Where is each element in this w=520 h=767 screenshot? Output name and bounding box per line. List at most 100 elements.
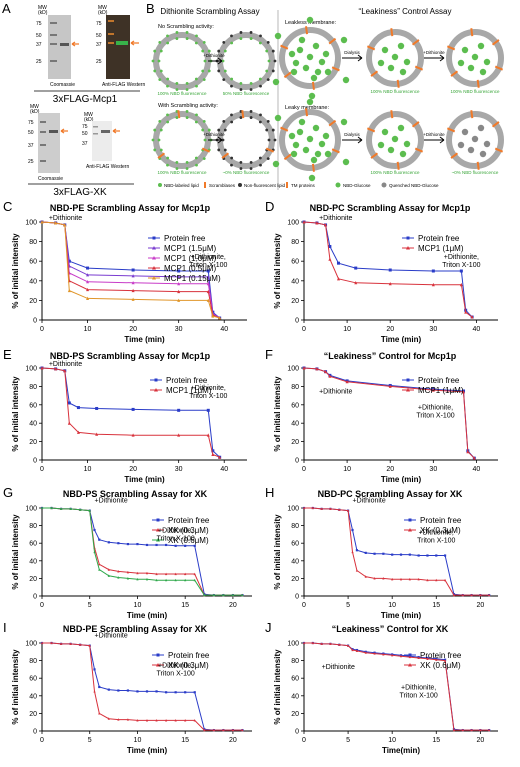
nbd-lipid [195,163,198,167]
y-tick-label: 60 [29,676,37,683]
nbd-lipid [239,37,243,40]
dithionite-label: +Dithionite [423,132,445,137]
data-point [355,549,359,552]
nbd-glucose [467,146,475,154]
arrow-right-icon [424,54,445,62]
vesicle-membrane [217,32,275,90]
legend-marker [408,528,412,532]
annotation-line: Triton X-100 [400,693,438,700]
nonfluorescent-lipid [239,167,243,170]
panel-letter-f: F [265,347,273,362]
data-point [324,223,328,227]
leaky-vesicle-3 [446,110,504,170]
nbd-glucose [471,135,479,143]
chart-plot-area: 0 20 40 60 80 100 0 10 20 30 40 Time (min) % of init… [11,215,247,344]
data-point [231,593,235,597]
chart-plot-area: 0 20 40 60 80 100 0 5 10 15 20 Time(min) % of initia… [273,641,498,755]
dithionite-label: +Dithionite [203,53,225,58]
data-point [117,542,120,545]
arrow-right-icon [342,136,363,144]
gel-band-target [49,130,58,133]
nbd-lipid [203,138,207,142]
nonfluorescent-lipid [271,49,275,53]
nbd-glucose [397,42,405,50]
gel-band [40,144,46,146]
data-point [177,281,181,286]
data-point [373,652,376,655]
annotation-triton: +Dithionite, Triton X-100 [157,528,195,543]
data-point [177,275,181,279]
nbd-glucose [471,53,479,61]
annotation-line: Triton X-100 [416,412,454,419]
data-point [63,368,67,373]
mw-tick: 25 [36,59,42,65]
data-point [126,542,130,546]
annotation-dithionite: +Dithionite [95,497,128,504]
x-tick-label: 40 [220,326,228,333]
nbd-glucose [387,146,395,154]
nbd-lipid [202,40,206,44]
arrow-right-icon [424,136,445,144]
nbd-glucose [399,150,407,158]
nbd-lipid [185,167,189,170]
nbd-lipid [194,41,198,45]
nbd-lipid [230,41,234,45]
nonfluorescent-lipid [239,161,243,164]
data-point [435,554,438,557]
nbd-lipid [166,34,169,38]
nbd-glucose [292,59,300,67]
data-point [472,456,476,460]
x-tick-label: 20 [229,737,237,744]
mw-label-line: MW [84,112,93,118]
tm-protein [280,44,289,50]
data-point [145,577,149,581]
chart-panel-c: C NBD-PE Scrambling Assay for Mcp1p 0 20 4… [3,199,247,344]
panel-letter-a: A [2,1,11,16]
y-tick-label: 40 [291,421,299,428]
data-point [86,273,90,277]
data-point [155,719,158,722]
mw-tick: 37 [82,141,88,147]
y-tick-label: 40 [29,278,37,285]
y-tick-label: 0 [295,594,299,601]
chart-title: NBD-PC Scrambling Assay for XK [318,489,463,499]
x-tick-label: 10 [343,326,351,333]
data-point [328,257,332,261]
nonfluorescent-lipid [230,120,234,124]
chart-panel-d: D NBD-PC Scrambling Assay for Mcp1p 0 20 4… [265,199,498,344]
arrow-right-icon [342,54,363,62]
x-tick-label: 10 [388,737,396,744]
x-tick-label: 0 [302,737,306,744]
data-point [443,578,447,582]
data-point [164,578,168,582]
mw-tick: 25 [28,159,34,165]
data-point [40,641,44,645]
x-tick-label: 15 [432,737,440,744]
tm-protein [446,45,456,51]
data-point [59,507,63,510]
nbd-glucose [306,53,314,61]
nbd-lipid [159,49,163,53]
legend-swatch-nbd-glucose [335,182,341,188]
with-scramble-label: With Scrambling activity: [158,103,218,109]
legend-label: XK (0.6μM) [420,661,461,670]
data-point [79,643,82,646]
y-tick-label: 60 [29,541,37,548]
y-tick-label: 60 [291,402,299,409]
legend-marker [152,246,156,250]
nbd-glucose [461,46,469,54]
mw-label-line: (kD) [30,109,40,115]
data-point [136,577,139,581]
annotation-line: Triton X-100 [157,671,195,678]
data-point [426,554,429,557]
data-point [391,577,394,581]
tm-protein [450,152,459,159]
annotation-dithionite: +Dithionite [49,361,82,368]
tm-protein [221,152,230,159]
legend-marker [156,653,160,657]
tm-protein [411,39,420,46]
legend-label: Protein free [420,516,462,525]
x-tick-label: 30 [429,326,437,333]
data-point [382,653,385,656]
nonfluorescent-lipid [239,116,243,119]
